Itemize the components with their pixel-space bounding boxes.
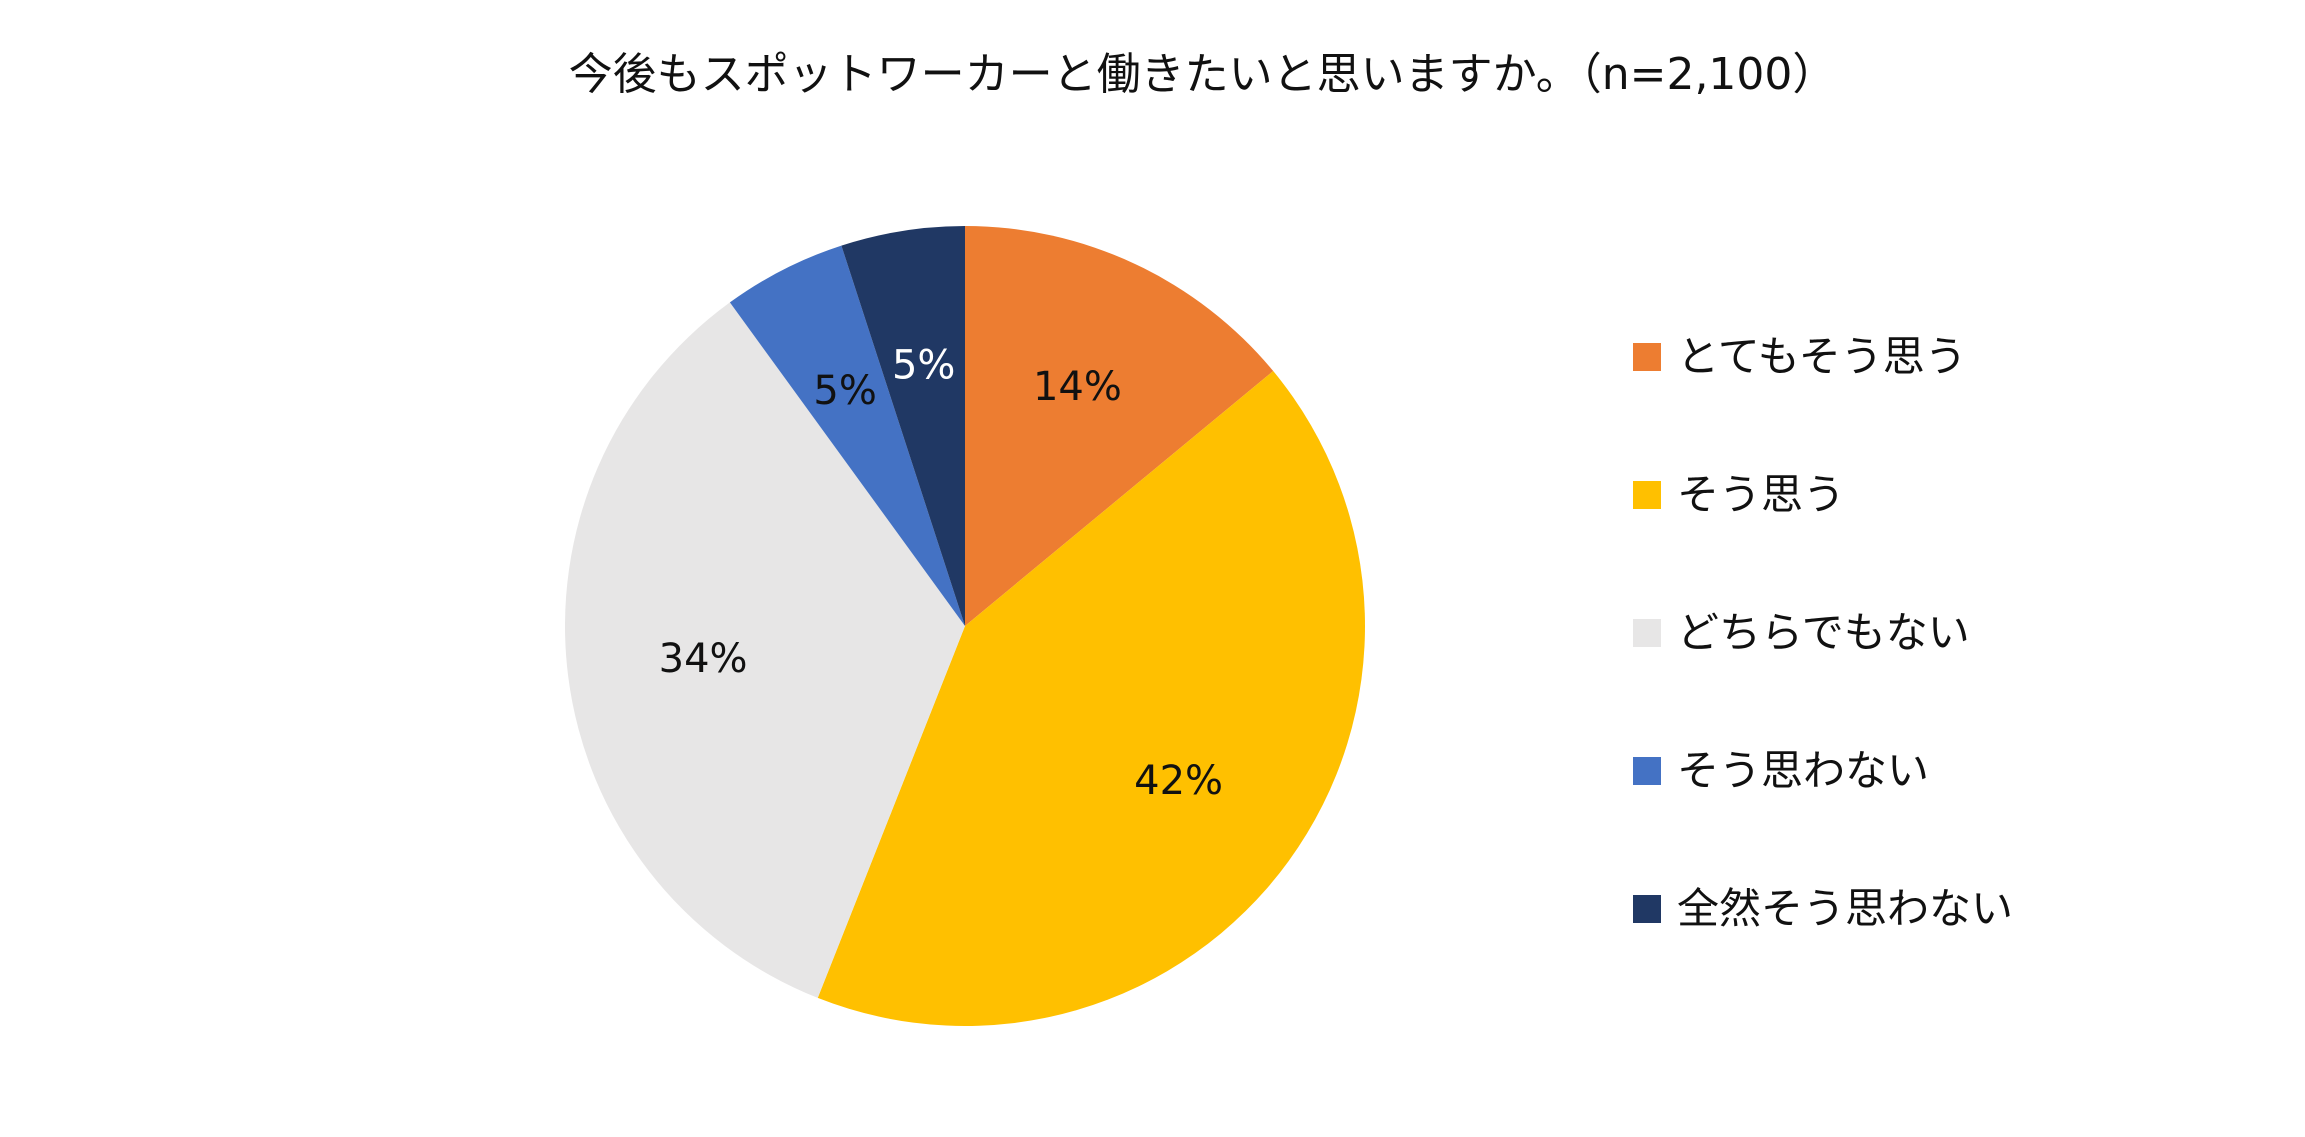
pie-data-label-3: 5% [813, 368, 876, 414]
legend-label: 全然そう思わない [1677, 884, 2014, 933]
legend-item-totemo-sou-omou: とてもそう思う [1633, 325, 2253, 463]
chart-title: 今後もスポットワーカーと働きたいと思いますか。（n=2,100） [568, 49, 1837, 100]
legend-swatch [1633, 619, 1661, 647]
legend-swatch [1633, 895, 1661, 923]
pie-data-label-2: 34% [659, 636, 748, 682]
legend-swatch [1633, 757, 1661, 785]
pie-slices [564, 226, 1365, 1026]
pie-data-label-0: 14% [1033, 364, 1122, 410]
legend-swatch [1633, 481, 1661, 509]
legend-item-sou-omowanai: そう思わない [1633, 739, 2253, 877]
legend-label: どちらでもない [1677, 608, 1970, 657]
pie-slice-0 [965, 226, 1274, 626]
pie-slice-1 [817, 371, 1365, 1026]
legend-item-dochira-demo-nai: どちらでもない [1633, 601, 2253, 739]
legend-label: そう思う [1677, 470, 1846, 519]
legend: とてもそう思う そう思う どちらでもない そう思わない 全然そう思わない [1633, 325, 2253, 1015]
legend-swatch [1633, 343, 1661, 371]
legend-label: そう思わない [1677, 746, 1930, 795]
legend-item-zenzen-sou-omowanai: 全然そう思わない [1633, 877, 2253, 1015]
pie-slice-3 [729, 245, 965, 626]
pie-data-label-1: 42% [1134, 758, 1223, 804]
pie-slice-labels: 14% 42% 34% 5% 5% [659, 342, 1223, 804]
legend-label: とてもそう思う [1677, 332, 1967, 381]
legend-item-sou-omou: そう思う [1633, 463, 2253, 601]
pie-slice-2 [564, 302, 965, 998]
pie-data-label-4: 5% [892, 342, 955, 388]
pie-slice-4 [841, 226, 965, 626]
